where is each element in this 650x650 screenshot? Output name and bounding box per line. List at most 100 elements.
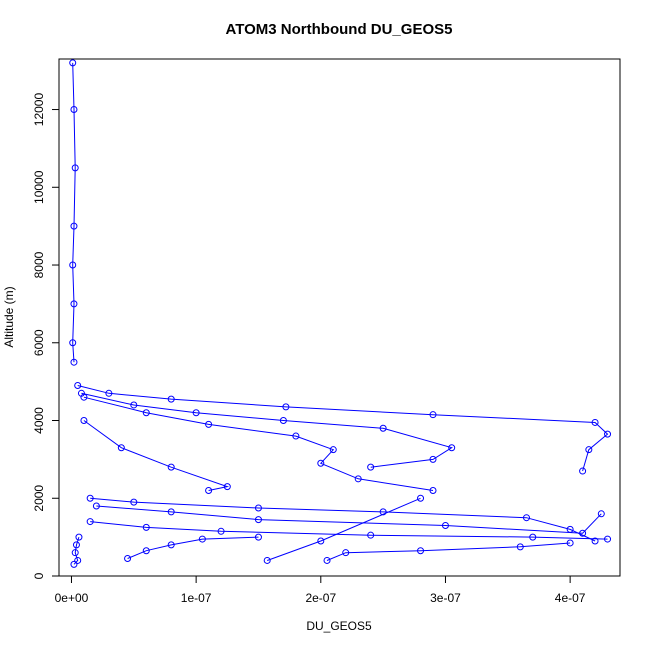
data-point: [205, 420, 213, 428]
data-point: [70, 300, 78, 308]
data-point: [167, 395, 175, 403]
chart-title: ATOM3 Northbound DU_GEOS5: [226, 21, 453, 38]
data-point: [74, 556, 82, 564]
data-point: [130, 401, 138, 409]
data-point: [597, 510, 605, 518]
data-point: [417, 494, 425, 502]
data-point: [579, 529, 587, 537]
data-point: [92, 502, 100, 510]
data-point: [223, 483, 231, 491]
plot-frame: [58, 58, 621, 577]
data-point: [367, 463, 375, 471]
profile-line-2: [81, 392, 453, 468]
data-series: [69, 59, 612, 568]
data-point: [254, 516, 262, 524]
data-point: [167, 541, 175, 549]
y-tick-label: 6000: [32, 329, 46, 356]
profile-line-8: [127, 536, 259, 559]
data-point: [329, 446, 337, 454]
data-point: [591, 418, 599, 426]
data-point: [529, 533, 537, 541]
data-point: [69, 261, 77, 269]
data-point: [591, 537, 599, 545]
data-point: [429, 411, 437, 419]
data-point: [86, 494, 94, 502]
data-point: [367, 531, 375, 539]
data-point: [379, 424, 387, 432]
data-point: [71, 549, 79, 557]
data-point: [80, 393, 88, 401]
data-point: [72, 541, 80, 549]
data-point: [263, 556, 271, 564]
data-point: [130, 498, 138, 506]
y-tick-label: 12000: [32, 93, 46, 127]
y-tick-label: 4000: [32, 407, 46, 434]
profile-line-9: [267, 497, 421, 561]
data-point: [585, 446, 593, 454]
profile-line-6: [96, 505, 602, 534]
data-point: [192, 409, 200, 417]
data-point: [323, 556, 331, 564]
data-point: [279, 417, 287, 425]
data-point: [354, 475, 362, 483]
data-point: [105, 389, 113, 397]
data-point: [604, 430, 612, 438]
data-point: [69, 59, 77, 67]
x-tick-label: 3e-07: [430, 591, 461, 605]
profile-line-0: [72, 62, 76, 363]
y-tick-label: 0: [32, 572, 46, 579]
profile-line-1: [77, 385, 609, 472]
data-point: [205, 486, 213, 494]
data-point: [167, 463, 175, 471]
data-point: [516, 543, 524, 551]
data-point: [75, 533, 83, 541]
data-point: [566, 539, 574, 547]
data-point: [429, 486, 437, 494]
y-axis: 0 2000 4000 6000 8000 10000 12000: [32, 93, 60, 579]
data-point: [86, 518, 94, 526]
data-point: [167, 508, 175, 516]
data-point: [429, 455, 437, 463]
data-point: [342, 549, 350, 557]
profile-line-10: [326, 542, 571, 561]
y-axis-label: Altitude (m): [2, 286, 16, 347]
data-point: [448, 444, 456, 452]
data-point: [417, 547, 425, 555]
profile-line-3: [83, 396, 434, 491]
data-point: [317, 459, 325, 467]
data-point: [198, 535, 206, 543]
profile-line-7: [90, 521, 608, 540]
data-point: [69, 339, 77, 347]
data-point: [604, 535, 612, 543]
data-point: [124, 555, 132, 563]
data-point: [142, 409, 150, 417]
data-point: [80, 417, 88, 425]
data-point: [523, 514, 530, 522]
y-tick-label: 10000: [32, 170, 46, 204]
data-point: [441, 521, 449, 529]
x-axis-label: DU_GEOS5: [306, 619, 372, 633]
y-tick-label: 2000: [32, 485, 46, 512]
data-point: [70, 560, 78, 568]
data-point: [70, 222, 78, 230]
x-tick-label: 4e-07: [555, 591, 586, 605]
data-point: [117, 444, 125, 452]
data-point: [254, 504, 262, 512]
data-point: [379, 508, 387, 516]
data-point: [142, 523, 150, 531]
data-point: [142, 547, 150, 555]
data-point: [217, 527, 225, 535]
profile-line-5: [90, 497, 596, 542]
y-tick-label: 8000: [32, 251, 46, 278]
x-axis: 0e+00 1e-07 2e-07 3e-07 4e-07: [55, 575, 586, 605]
data-point: [70, 106, 78, 114]
x-tick-label: 1e-07: [181, 591, 212, 605]
data-point: [70, 358, 78, 366]
profile-line-4: [83, 420, 230, 491]
data-point: [282, 403, 290, 411]
data-point: [74, 382, 82, 390]
data-point: [317, 537, 325, 545]
data-point: [71, 164, 79, 172]
data-point: [579, 467, 587, 475]
